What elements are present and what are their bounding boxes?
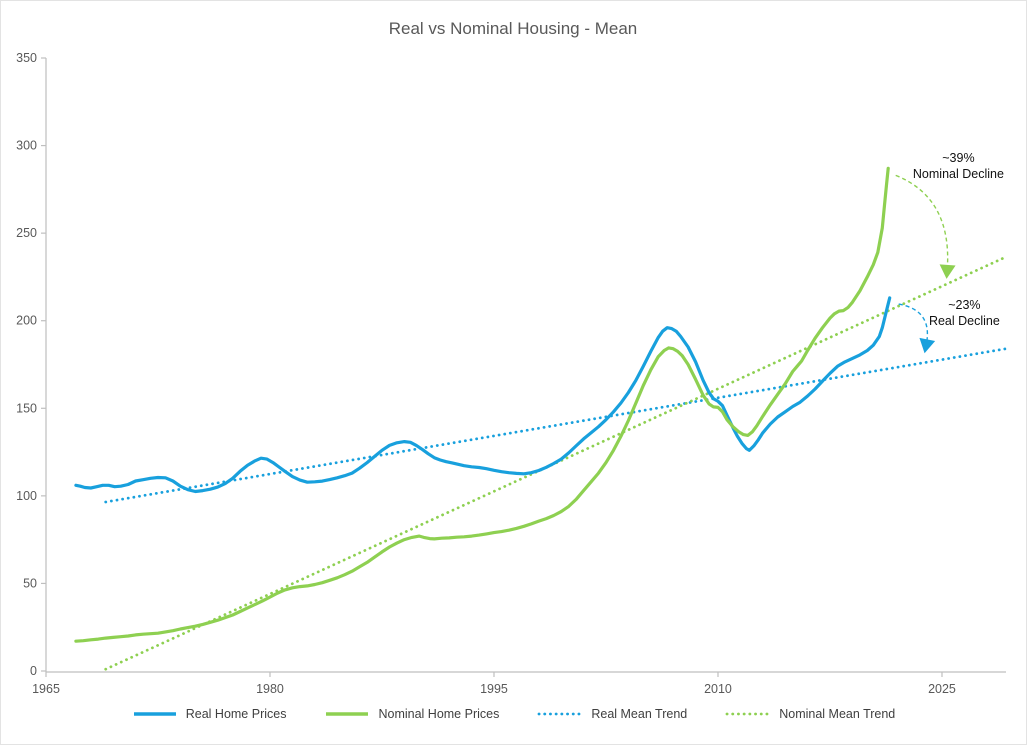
axes: 0 50 100 150 200 250 300 350 1965 1980 1995 2010 202… bbox=[16, 51, 1006, 696]
nominal-decline-label: Nominal Decline bbox=[913, 167, 1004, 181]
series-real-home-prices bbox=[74, 296, 892, 494]
legend-label: Nominal Mean Trend bbox=[779, 707, 896, 721]
nominal-decline-arrowhead bbox=[939, 264, 956, 279]
annotations: ~39% Nominal Decline ~23% Real Decline bbox=[895, 151, 1004, 354]
y-tick-label: 0 bbox=[30, 664, 37, 678]
real-decline-arrowhead bbox=[919, 337, 936, 354]
legend-label: Real Home Prices bbox=[185, 707, 287, 721]
real-decline-label: ~23% bbox=[948, 298, 980, 312]
y-tick-label: 300 bbox=[16, 139, 37, 153]
y-tick-label: 250 bbox=[16, 226, 37, 240]
x-tick-label: 1995 bbox=[480, 682, 508, 696]
chart-title: Real vs Nominal Housing - Mean bbox=[389, 19, 638, 38]
legend-item-nominal-mean-trend: Nominal Mean Trend bbox=[725, 707, 895, 721]
legend-swatch-solid bbox=[133, 712, 176, 716]
legend-label: Real Mean Trend bbox=[591, 707, 688, 721]
real-decline-arrow bbox=[898, 303, 929, 345]
series-real-mean-trend bbox=[104, 347, 1008, 504]
legend-label: Nominal Home Prices bbox=[378, 707, 500, 721]
legend-item-real-home-prices: Real Home Prices bbox=[132, 707, 287, 721]
nominal-decline-label: ~39% bbox=[942, 151, 974, 165]
x-tick-label: 2025 bbox=[928, 682, 956, 696]
x-tick-label: 2010 bbox=[704, 682, 732, 696]
x-tick-label: 1980 bbox=[256, 682, 284, 696]
legend-item-nominal-home-prices: Nominal Home Prices bbox=[324, 707, 499, 721]
series-nominal-home-prices bbox=[74, 166, 890, 643]
y-tick-label: 100 bbox=[16, 489, 37, 503]
y-tick-label: 50 bbox=[23, 576, 37, 590]
y-tick-label: 150 bbox=[16, 401, 37, 415]
x-tick-label: 1965 bbox=[32, 682, 60, 696]
y-tick-label: 350 bbox=[16, 51, 37, 65]
legend-swatch-dotted bbox=[725, 712, 771, 716]
y-tick-label: 200 bbox=[16, 314, 37, 328]
legend: Real Home Prices Nominal Home Prices Real … bbox=[1, 707, 1026, 721]
series-lines bbox=[74, 166, 1008, 671]
real-decline-label: Real Decline bbox=[929, 314, 1000, 328]
legend-swatch-dotted bbox=[537, 712, 583, 716]
nominal-decline-arrow bbox=[895, 174, 949, 270]
legend-swatch-solid bbox=[326, 712, 369, 716]
legend-item-real-mean-trend: Real Mean Trend bbox=[537, 707, 687, 721]
